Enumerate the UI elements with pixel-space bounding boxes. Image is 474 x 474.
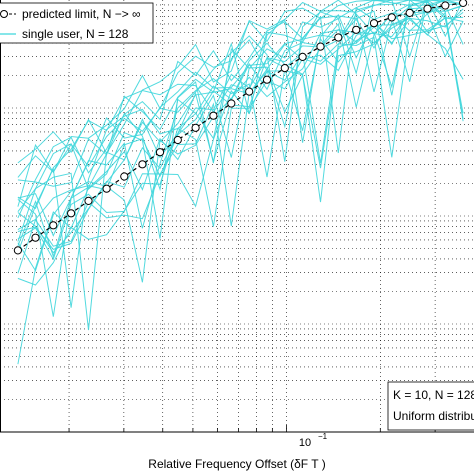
predicted-line [17,2,464,251]
predicted-point [49,221,58,230]
single-user-line [17,0,464,178]
predicted-point [387,13,396,22]
single-user-line [17,0,464,219]
predicted-point [102,184,111,193]
x-tick-exponent: −1 [318,432,328,441]
predicted-point [31,233,40,242]
single-user-series [17,0,464,365]
predicted-point [298,52,307,62]
single-user-line [17,4,464,237]
predicted-point [209,111,218,120]
single-user-line [17,0,464,308]
predicted-point [84,196,93,205]
predicted-point [423,4,432,13]
single-user-line [17,0,464,317]
axes-frame [0,0,474,433]
single-user-line [17,5,464,231]
annotation-line-1: K = 10, N = 128, M = 128 [393,388,474,402]
predicted-point [316,42,325,51]
single-user-line [17,0,464,210]
legend-predicted-label: predicted limit, N −> ∞ [22,7,141,21]
annotation: K = 10, N = 128, M = 128 Uniform distrib… [387,381,474,431]
single-user-line [17,3,464,250]
single-user-line [17,0,464,259]
legend-single-user-label: single user, N = 128 [22,27,129,41]
predicted-point [138,160,147,169]
single-user-line [17,0,464,164]
predicted-point [120,172,129,181]
predicted-point [67,209,76,218]
predicted-series [13,0,468,255]
predicted-point [191,123,200,132]
predicted-point [13,246,22,255]
annotation-box [387,381,474,431]
legend-predicted-marker [0,10,8,18]
single-user-line [17,8,464,365]
legend: predicted limit, N −> ∞ single user, N =… [0,2,154,44]
predicted-point [405,8,414,17]
predicted-point [441,1,450,10]
predicted-point [155,148,165,157]
predicted-point [369,19,379,28]
legend-box [0,2,154,44]
annotation-line-2: Uniform distributed frequency offset , a… [393,409,474,423]
single-user-line [17,11,464,286]
predicted-point [352,25,361,34]
predicted-point [459,0,468,7]
predicted-point [262,75,272,84]
x-axis-label: Relative Frequency Offset (δF T ) [148,457,325,471]
predicted-point [245,87,254,96]
predicted-point [173,135,182,145]
predicted-point [227,99,236,108]
x-tick-label: 10 [299,437,311,449]
predicted-point [280,64,289,73]
single-user-line [17,18,464,261]
predicted-point [334,33,343,42]
